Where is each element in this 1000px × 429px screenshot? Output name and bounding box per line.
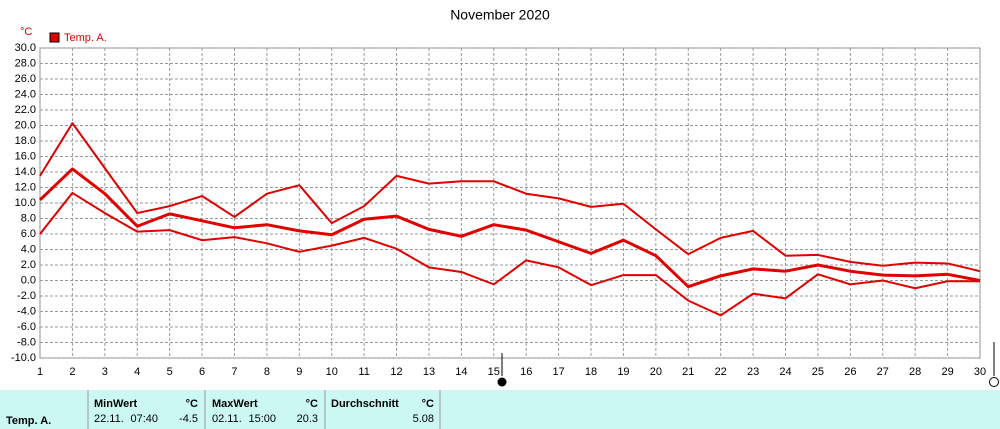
table-cell: 02.11. — [212, 413, 242, 425]
y-tick-label: -8.0 — [17, 336, 36, 348]
x-tick-label: 30 — [974, 366, 986, 378]
cursor-handle — [989, 377, 999, 387]
x-tick-label: 7 — [231, 366, 237, 378]
y-tick-label: 16.0 — [15, 150, 36, 162]
chart-title: November 2020 — [450, 7, 550, 23]
series-line — [39, 122, 981, 273]
series-line — [38, 167, 981, 289]
table-header: °C — [186, 398, 198, 410]
y-tick-label: 2.0 — [21, 259, 36, 271]
x-tick-label: 27 — [877, 366, 889, 378]
table-header: MaxWert — [212, 398, 258, 410]
x-tick-label: 3 — [102, 366, 108, 378]
series-line — [39, 191, 980, 317]
x-tick-label: 28 — [909, 366, 921, 378]
x-tick-label: 10 — [326, 366, 338, 378]
x-tick-label: 13 — [423, 366, 435, 378]
y-tick-label: -6.0 — [17, 321, 36, 333]
y-tick-label: 22.0 — [15, 104, 36, 116]
y-tick-label: 12.0 — [15, 181, 36, 193]
x-tick-label: 20 — [650, 366, 662, 378]
x-tick-label: 29 — [941, 366, 953, 378]
table-cell: 20.3 — [297, 413, 318, 425]
y-tick-label: 28.0 — [15, 57, 36, 69]
y-tick-label: 30.0 — [15, 42, 36, 54]
x-tick-label: 15 — [488, 366, 500, 378]
stats-panel — [0, 390, 1000, 429]
y-tick-label: 0.0 — [21, 274, 36, 286]
table-header: °C — [422, 398, 434, 410]
x-tick-label: 18 — [585, 366, 597, 378]
table-header: Durchschnitt — [331, 398, 399, 410]
y-tick-label: 8.0 — [21, 212, 36, 224]
y-tick-label: 6.0 — [21, 228, 36, 240]
table-cell: 22.11. — [94, 413, 124, 425]
x-tick-label: 5 — [167, 366, 173, 378]
y-tick-label: 4.0 — [21, 243, 36, 255]
x-tick-label: 8 — [264, 366, 270, 378]
y-tick-label: 18.0 — [15, 135, 36, 147]
table-cell: -4.5 — [179, 413, 198, 425]
y-tick-label: 14.0 — [15, 166, 36, 178]
legend-swatch — [49, 32, 60, 43]
y-tick-label: 24.0 — [15, 88, 36, 100]
x-tick-label: 19 — [617, 366, 629, 378]
x-tick-label: 9 — [296, 366, 302, 378]
x-tick-label: 25 — [812, 366, 824, 378]
y-tick-label: -4.0 — [17, 305, 36, 317]
table-header: MinWert — [94, 398, 138, 410]
x-tick-label: 2 — [69, 366, 75, 378]
legend-label: Temp. A. — [64, 32, 107, 44]
table-header: °C — [306, 398, 318, 410]
y-tick-label: -2.0 — [17, 290, 36, 302]
y-unit: °C — [20, 26, 32, 38]
x-tick-label: 23 — [747, 366, 759, 378]
y-tick-label: 26.0 — [15, 73, 36, 85]
cursor-handle — [497, 377, 507, 387]
table-cell: 5.08 — [413, 413, 434, 425]
table-cell: 07:40 — [130, 413, 158, 425]
x-tick-label: 12 — [390, 366, 402, 378]
y-tick-label: 10.0 — [15, 197, 36, 209]
x-tick-label: 21 — [682, 366, 694, 378]
table-cell: Temp. A. — [6, 415, 51, 427]
x-tick-label: 24 — [779, 366, 791, 378]
table-cell: 15:00 — [248, 413, 276, 425]
x-tick-label: 4 — [134, 366, 140, 378]
x-tick-label: 16 — [520, 366, 532, 378]
y-tick-label: -10.0 — [11, 352, 36, 364]
x-tick-label: 1 — [37, 366, 43, 378]
y-tick-label: 20.0 — [15, 119, 36, 131]
x-tick-label: 17 — [552, 366, 564, 378]
x-tick-label: 26 — [844, 366, 856, 378]
x-tick-label: 11 — [358, 366, 369, 378]
x-tick-label: 22 — [715, 366, 727, 378]
x-tick-label: 14 — [455, 366, 467, 378]
x-tick-label: 6 — [199, 366, 205, 378]
